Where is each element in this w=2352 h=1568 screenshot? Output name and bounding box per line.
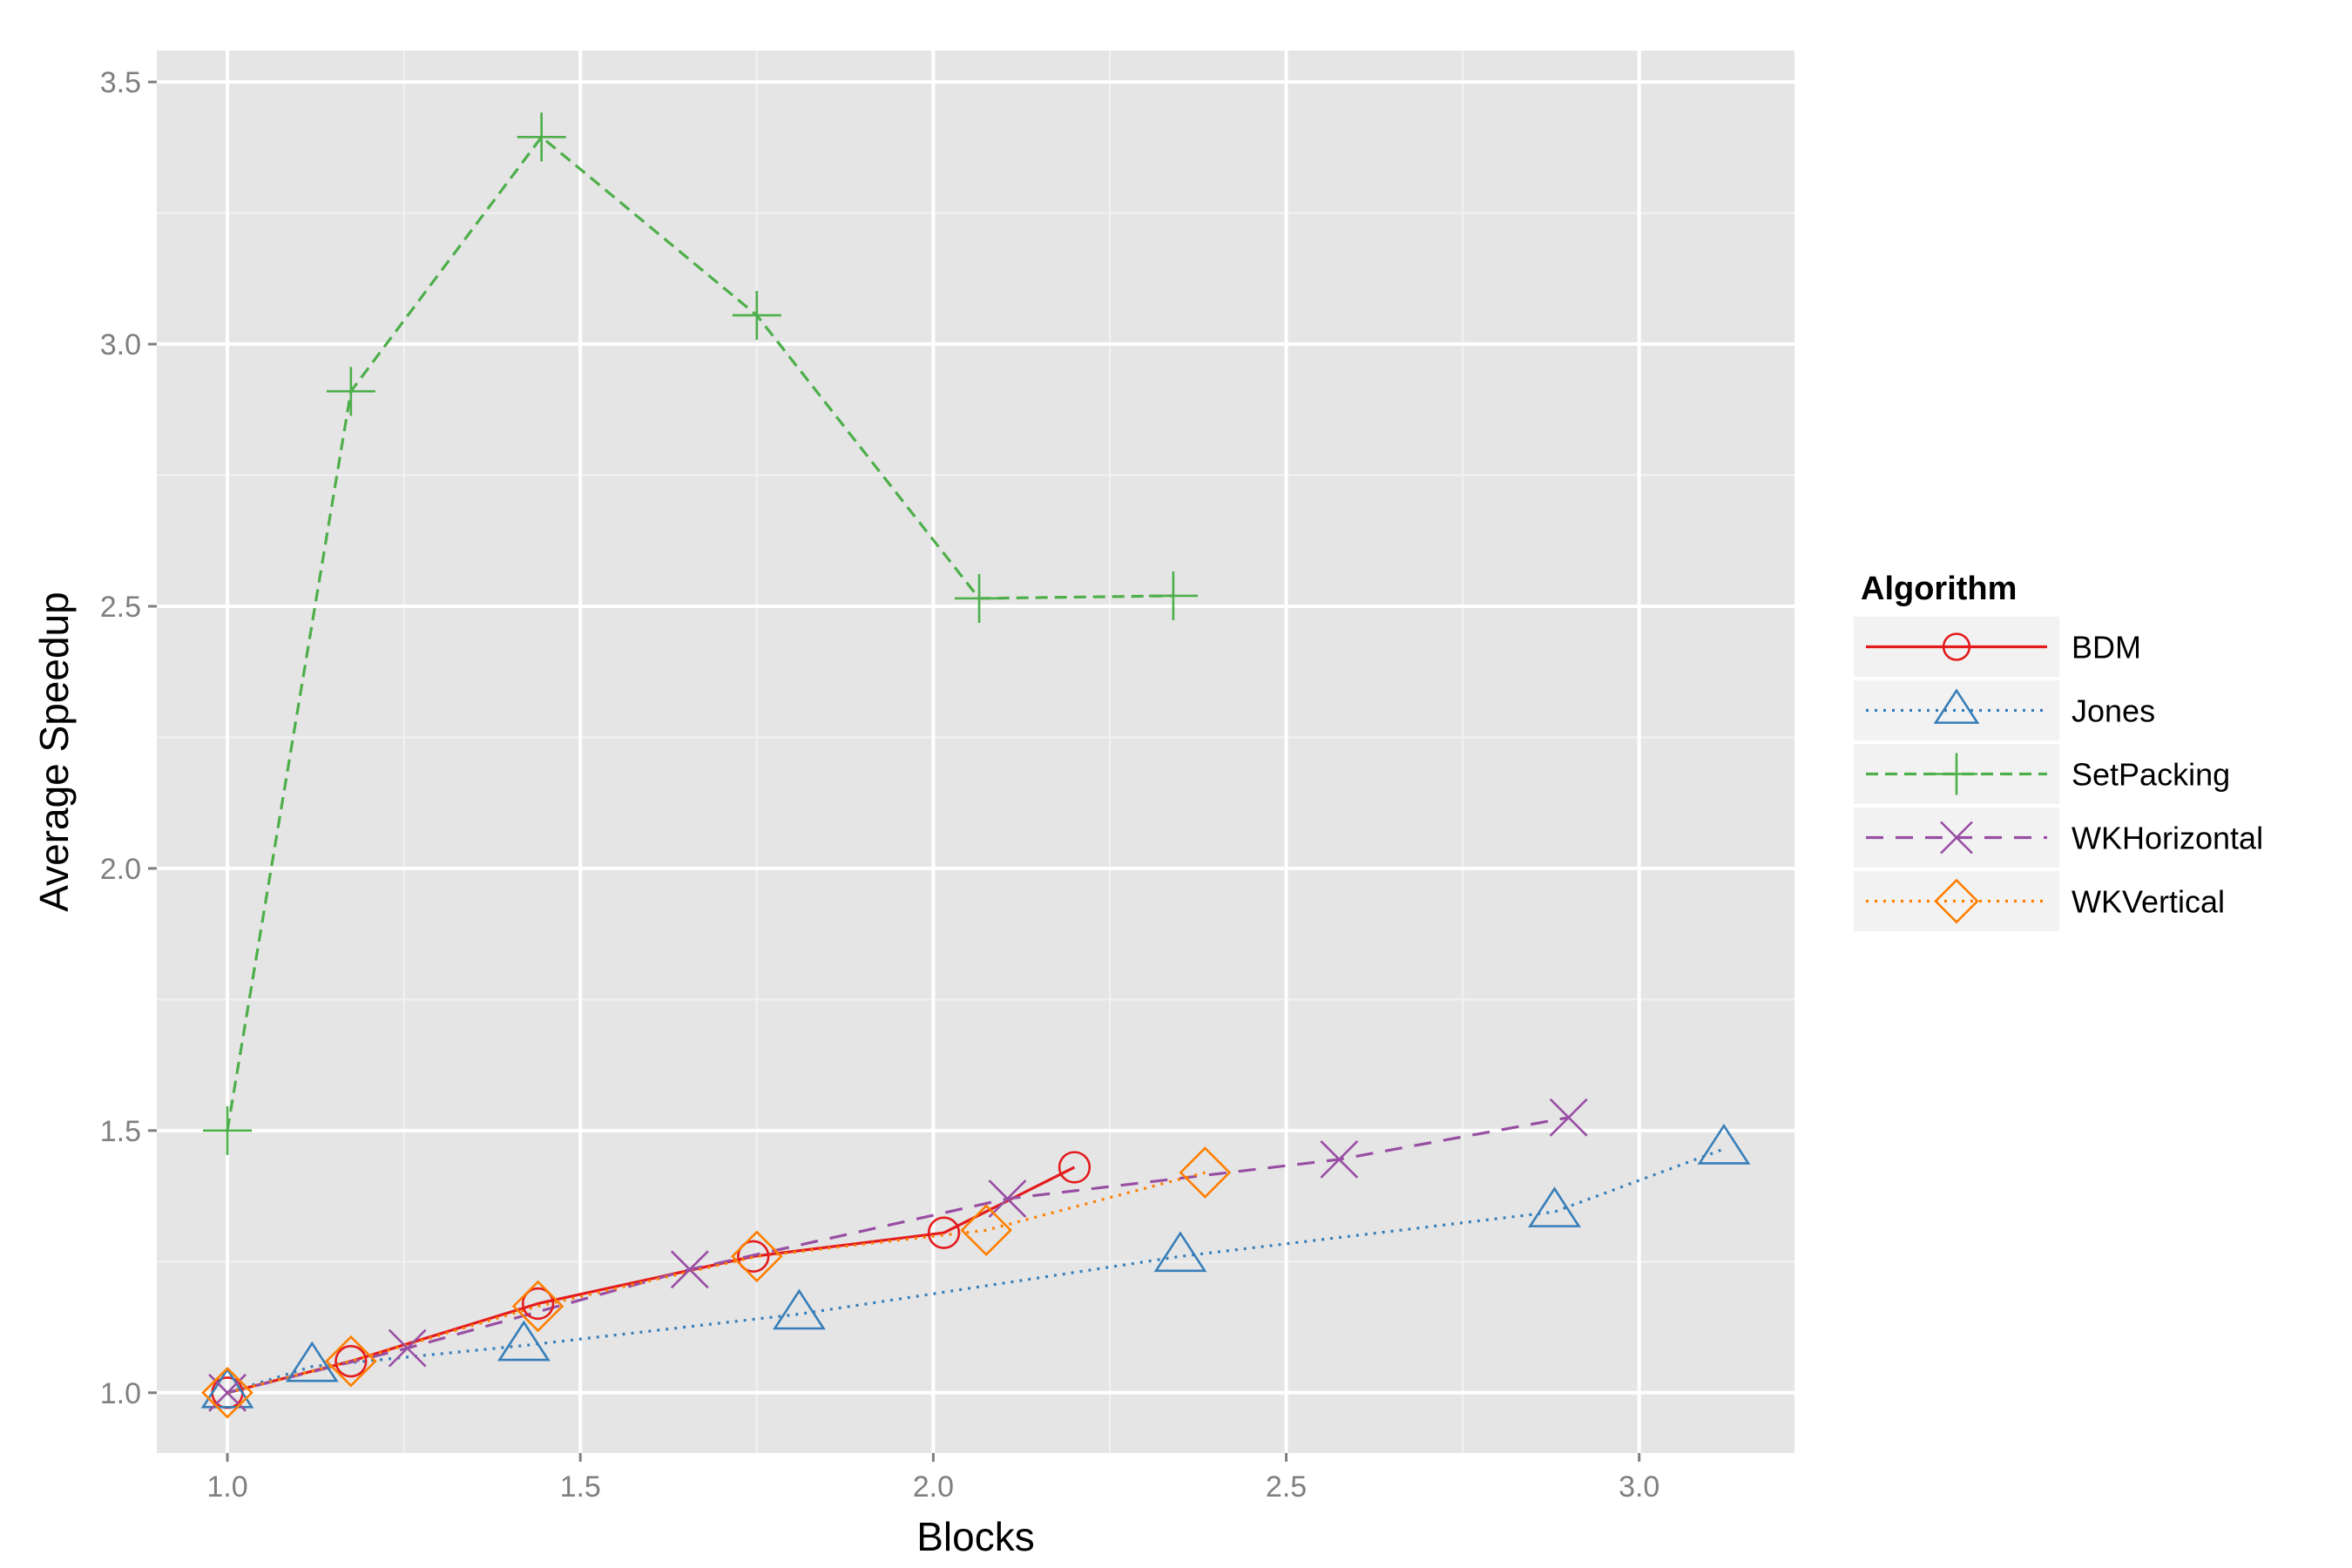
x-axis-title: Blocks bbox=[916, 1514, 1034, 1559]
axes: 1.0 1.5 2.0 2.5 3.0 1.0 1.5 2.0 2.5 3.0 3.5 bbox=[100, 66, 1660, 1504]
data-point-setpacking bbox=[955, 573, 1004, 623]
x-tick-label: 1.0 bbox=[206, 1470, 247, 1504]
data-point-wkvertical bbox=[201, 1366, 253, 1419]
data-point-bdm bbox=[335, 1345, 368, 1378]
data-point-wkvertical bbox=[960, 1204, 1012, 1257]
minor-gridlines bbox=[157, 51, 1794, 1453]
data-point-bdm bbox=[927, 1216, 961, 1249]
series-line-jones bbox=[226, 1147, 1725, 1395]
data-point-jones bbox=[200, 1367, 254, 1409]
series-line-wkhorizontal bbox=[226, 1116, 1569, 1395]
x-tick-label: 2.0 bbox=[913, 1470, 954, 1504]
data-point-wkvertical bbox=[730, 1230, 783, 1283]
data-point-setpacking bbox=[326, 367, 375, 416]
series-line-setpacking bbox=[226, 135, 1173, 1132]
y-tick-label: 2.5 bbox=[100, 591, 141, 624]
data-point-wkhorizontal bbox=[1549, 1098, 1588, 1137]
legend-label-setpacking: SetPacking bbox=[2072, 757, 2230, 793]
x-tick-label: 1.5 bbox=[560, 1470, 601, 1504]
data-point-jones bbox=[1528, 1186, 1581, 1227]
data-point-wkhorizontal bbox=[670, 1250, 709, 1289]
data-point-wkvertical bbox=[1179, 1146, 1232, 1199]
data-point-wkhorizontal bbox=[988, 1179, 1027, 1219]
legend-marker-wkhorizontal bbox=[1940, 821, 1973, 855]
data-point-bdm bbox=[1058, 1151, 1092, 1184]
y-tick-label: 1.0 bbox=[100, 1377, 141, 1410]
y-tick-label: 1.5 bbox=[100, 1115, 141, 1148]
data-point-jones bbox=[773, 1288, 826, 1330]
legend: Algorithm BDM Jones SetPacking WKHorizontal… bbox=[1854, 571, 2263, 931]
data-point-bdm bbox=[521, 1287, 555, 1321]
major-gridlines bbox=[157, 51, 1794, 1453]
data-point-wkhorizontal bbox=[388, 1328, 427, 1368]
legend-label-wkvertical: WKVertical bbox=[2072, 884, 2225, 920]
legend-label-wkhorizontal: WKHorizontal bbox=[2072, 821, 2263, 856]
data-point-jones bbox=[285, 1341, 339, 1382]
data-point-setpacking bbox=[517, 112, 566, 162]
legend-marker-bdm bbox=[1942, 632, 1971, 661]
legend-marker-wkvertical bbox=[1934, 878, 1979, 924]
legend-label-jones: Jones bbox=[2072, 693, 2155, 729]
data-point-setpacking bbox=[203, 1105, 253, 1155]
legend-marker-setpacking bbox=[1936, 753, 1977, 795]
y-tick-label: 3.0 bbox=[100, 328, 141, 362]
x-tick-label: 2.5 bbox=[1266, 1470, 1307, 1504]
y-axis-title: Average Speedup bbox=[31, 591, 77, 911]
data-point-bdm bbox=[737, 1240, 770, 1273]
legend-marker-jones bbox=[1933, 688, 1980, 724]
data-point-jones bbox=[1153, 1231, 1207, 1273]
legend-title: Algorithm bbox=[1861, 571, 2017, 607]
data-point-jones bbox=[497, 1320, 551, 1362]
data-point-wkhorizontal bbox=[1320, 1140, 1359, 1179]
data-point-setpacking bbox=[732, 290, 781, 340]
data-point-wkvertical bbox=[325, 1335, 377, 1388]
y-tick-label: 3.5 bbox=[100, 66, 141, 99]
data-point-wkvertical bbox=[511, 1280, 564, 1333]
y-tick-label: 2.0 bbox=[100, 853, 141, 886]
series-layer bbox=[200, 112, 1751, 1419]
legend-label-bdm: BDM bbox=[2072, 630, 2141, 666]
data-point-setpacking bbox=[1148, 571, 1198, 620]
data-point-jones bbox=[1697, 1123, 1751, 1165]
x-tick-label: 3.0 bbox=[1619, 1470, 1659, 1504]
